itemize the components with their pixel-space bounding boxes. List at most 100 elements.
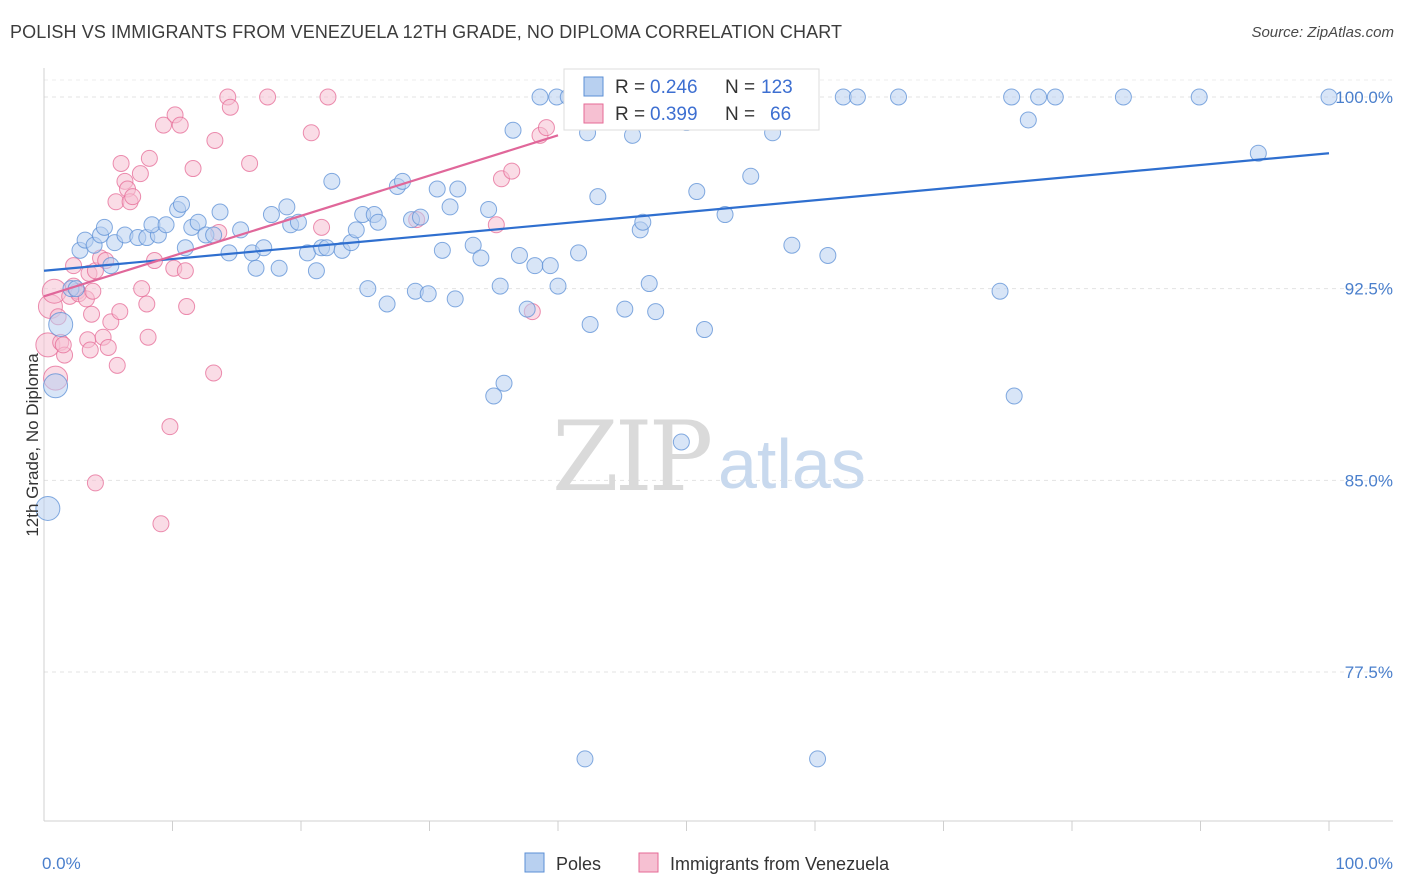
- venezuela-point: [319, 88, 337, 106]
- legend: R = 0.246 N = 123 R = 0.399 N = 66: [563, 68, 820, 131]
- legend-r-value-venezuela: 0.399: [650, 104, 698, 125]
- poles-point: [480, 200, 498, 218]
- poles-point: [211, 203, 229, 221]
- venezuela-point: [112, 154, 130, 172]
- poles-point: [526, 257, 544, 275]
- poles-point: [441, 198, 459, 216]
- venezuela-point: [139, 328, 157, 346]
- poles-point: [589, 188, 607, 206]
- poles-point: [570, 244, 588, 262]
- poles-point: [504, 121, 522, 139]
- venezuela-point: [184, 160, 202, 178]
- venezuela-point: [241, 154, 259, 172]
- poles-point: [518, 300, 536, 318]
- poles-point: [640, 275, 658, 293]
- poles-points: [35, 88, 1338, 768]
- poles-point: [634, 213, 652, 231]
- legend-n-label-poles: N =: [725, 77, 755, 98]
- legend-box: [563, 68, 820, 131]
- poles-point: [262, 206, 280, 224]
- poles-point: [449, 180, 467, 198]
- poles-point: [157, 216, 175, 234]
- poles-point: [1249, 144, 1267, 162]
- venezuela-point: [171, 116, 189, 134]
- x-tick-labels: 0.0% 100.0%: [42, 854, 1393, 873]
- poles-point: [834, 88, 852, 106]
- poles-point: [419, 285, 437, 303]
- poles-point: [464, 236, 482, 254]
- poles-point: [742, 167, 760, 185]
- poles-point: [848, 88, 866, 106]
- poles-point: [819, 246, 837, 264]
- watermark-atlas: atlas: [718, 425, 866, 503]
- poles-point: [35, 495, 61, 521]
- poles-point: [95, 218, 113, 236]
- poles-point: [549, 277, 567, 295]
- poles-point: [428, 180, 446, 198]
- poles-point: [1030, 88, 1048, 106]
- poles-point: [318, 239, 336, 257]
- poles-point: [491, 277, 509, 295]
- venezuela-point: [99, 338, 117, 356]
- poles-point: [716, 206, 734, 224]
- venezuela-point: [54, 336, 72, 354]
- poles-point: [647, 303, 665, 321]
- venezuela-point: [107, 193, 125, 211]
- venezuela-point: [155, 116, 173, 134]
- poles-point: [485, 387, 503, 405]
- legend-n-value-venezuela: 66: [770, 104, 791, 125]
- poles-point: [1190, 88, 1208, 106]
- chart-title: POLISH VS IMMIGRANTS FROM VENEZUELA 12TH…: [10, 22, 843, 42]
- poles-point: [472, 249, 490, 267]
- poles-point: [446, 290, 464, 308]
- venezuela-point: [138, 295, 156, 313]
- poles-point: [576, 750, 594, 768]
- poles-point: [672, 433, 690, 451]
- venezuela-point: [176, 262, 194, 280]
- venezuela-point: [206, 131, 224, 149]
- bottom-legend-label-venezuela: Immigrants from Venezuela: [670, 854, 890, 874]
- venezuela-point: [86, 474, 104, 492]
- poles-point: [278, 198, 296, 216]
- poles-point: [616, 300, 634, 318]
- poles-point: [270, 259, 288, 277]
- poles-point: [307, 262, 325, 280]
- poles-point: [1005, 387, 1023, 405]
- legend-n-label-venezuela: N =: [725, 104, 755, 125]
- poles-point: [531, 88, 549, 106]
- venezuela-point: [124, 188, 142, 206]
- trend-lines: [43, 134, 1330, 298]
- poles-point: [323, 172, 341, 190]
- bottom-legend: Poles Immigrants from Venezuela: [524, 852, 890, 874]
- venezuela-point: [205, 364, 223, 382]
- y-axis-title: 12th Grade, No Diploma: [23, 353, 42, 537]
- venezuela-point: [152, 515, 170, 533]
- venezuela-point: [108, 356, 126, 374]
- poles-point: [541, 257, 559, 275]
- venezuela-point: [81, 341, 99, 359]
- venezuela-point: [111, 303, 129, 321]
- watermark-zip: ZIP: [552, 401, 711, 513]
- venezuela-point: [259, 88, 277, 106]
- venezuela-point: [161, 418, 179, 436]
- venezuela-point: [178, 298, 196, 316]
- poles-point: [412, 208, 430, 226]
- y-tick-label: 77.5%: [1345, 663, 1393, 682]
- poles-point: [783, 236, 801, 254]
- legend-r-label-venezuela: R =: [615, 104, 645, 125]
- y-tick-label: 92.5%: [1345, 280, 1393, 299]
- poles-point: [495, 374, 513, 392]
- poles-point: [43, 373, 69, 399]
- legend-swatch-venezuela: [583, 103, 604, 124]
- poles-point: [189, 213, 207, 231]
- legend-r-label-poles: R =: [615, 77, 645, 98]
- poles-point: [369, 213, 387, 231]
- legend-n-value-poles: 123: [761, 77, 793, 98]
- poles-point: [510, 246, 528, 264]
- venezuela-point: [503, 162, 521, 180]
- venezuela-point: [133, 280, 151, 298]
- poles-point: [688, 183, 706, 201]
- y-tick-label: 85.0%: [1345, 471, 1393, 490]
- venezuela-point: [302, 124, 320, 142]
